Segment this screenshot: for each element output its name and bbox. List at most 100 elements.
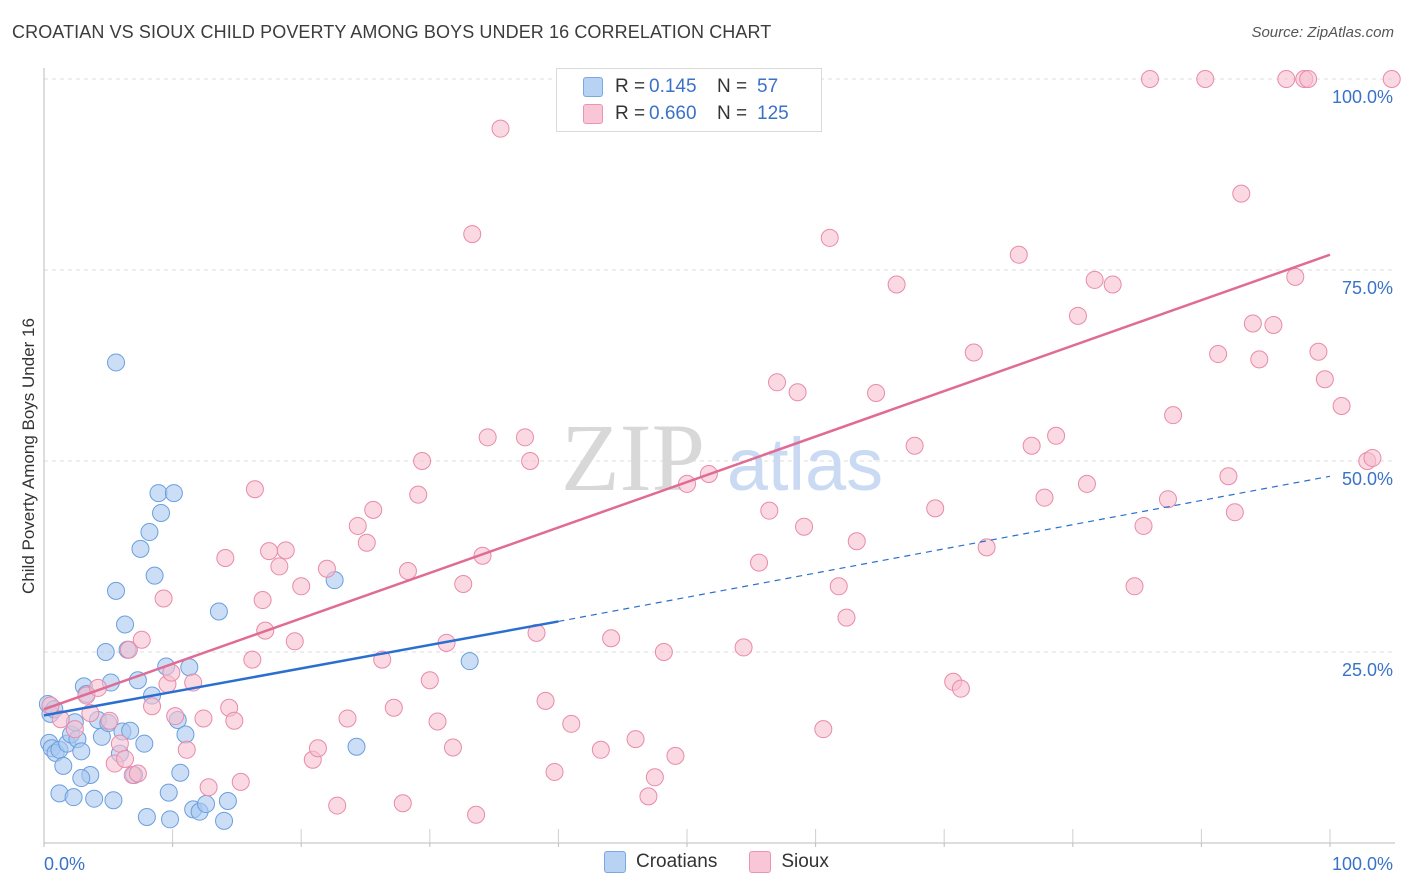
sioux-point: [521, 452, 540, 470]
sioux-point: [977, 538, 996, 557]
croatians-point: [116, 615, 135, 634]
sioux-point: [1277, 70, 1296, 88]
legend-croatians-label: Croatians: [636, 851, 718, 872]
legend-row-croatians: R = 0.145 N = 57: [583, 73, 797, 101]
sioux-point: [788, 383, 807, 402]
sioux-point: [166, 707, 185, 726]
sioux-point: [768, 373, 787, 392]
sioux-point: [645, 768, 664, 787]
croatians-point: [149, 484, 168, 503]
axes: [43, 68, 1395, 847]
croatians-point: [107, 353, 126, 372]
sioux-point: [132, 630, 151, 649]
croatians-point: [347, 737, 366, 756]
legend-sioux-label: Sioux: [781, 851, 829, 872]
sioux-point: [199, 778, 218, 797]
sioux-point: [1196, 70, 1215, 88]
croatians-point: [135, 734, 154, 753]
croatians-point: [197, 795, 216, 814]
sioux-point: [820, 228, 839, 247]
croatians-point: [218, 791, 237, 810]
sioux-point: [926, 499, 945, 518]
croatians-swatch: [604, 851, 626, 873]
sioux-point: [1047, 426, 1066, 445]
legend-n-value: 125: [757, 103, 789, 124]
croatians-point: [107, 581, 126, 600]
sioux-point: [357, 533, 376, 552]
sioux-point: [1125, 577, 1144, 596]
croatians-point: [164, 484, 183, 503]
sioux-point: [338, 709, 357, 728]
legend-row-sioux: R = 0.660 N = 125: [583, 100, 797, 128]
sioux-point: [951, 679, 970, 698]
sioux-point: [1363, 448, 1382, 467]
sioux-point: [1134, 516, 1153, 535]
series-legend: Croatians Sioux: [604, 851, 861, 873]
legend-item-sioux: Sioux: [749, 851, 829, 873]
sioux-point: [143, 697, 162, 716]
sioux-point: [100, 711, 119, 730]
sioux-point: [1332, 396, 1351, 415]
sioux-point: [1022, 436, 1041, 455]
sioux-point: [1225, 503, 1244, 522]
sioux-point: [1158, 490, 1177, 509]
sioux-swatch: [583, 104, 603, 124]
sioux-point: [515, 428, 534, 447]
sioux-point: [887, 275, 906, 294]
sioux-point: [463, 225, 482, 244]
sioux-point: [348, 516, 367, 535]
sioux-point: [276, 541, 295, 560]
sioux-point: [602, 629, 621, 648]
sioux-point: [847, 532, 866, 551]
sioux-point: [65, 720, 84, 739]
croatians-point: [209, 602, 228, 621]
sioux-point: [413, 452, 432, 470]
legend-r-label: R =: [615, 103, 646, 124]
croatians-point: [85, 789, 104, 808]
legend-n-label: N =: [717, 103, 748, 124]
sioux-point: [1085, 270, 1104, 289]
croatians-point: [140, 523, 159, 542]
sioux-point: [398, 562, 417, 581]
croatians-trend-extension: [558, 475, 1331, 623]
sioux-point: [1009, 245, 1028, 264]
sioux-point: [285, 632, 304, 651]
sioux-point: [409, 485, 428, 504]
y-tick-label: 75.0%: [1342, 278, 1393, 298]
sioux-point: [1209, 345, 1228, 364]
sioux-point: [639, 787, 658, 806]
x-tick-label-max: 100.0%: [1332, 854, 1393, 874]
sioux-point: [154, 589, 173, 608]
sioux-point: [420, 671, 439, 690]
sioux-point: [1077, 474, 1096, 493]
sioux-points: [41, 70, 1401, 824]
croatians-point: [121, 721, 140, 740]
croatians-point: [152, 503, 171, 522]
croatians-swatch: [583, 77, 603, 97]
croatians-point: [145, 566, 164, 585]
sioux-point: [110, 734, 129, 753]
croatians-point: [137, 808, 156, 827]
x-tick-label-min: 0.0%: [44, 854, 85, 874]
sioux-point: [194, 709, 213, 728]
source-label: Source: ZipAtlas.com: [1251, 24, 1394, 41]
sioux-point: [1243, 314, 1262, 333]
sioux-point: [428, 712, 447, 731]
sioux-point: [393, 794, 412, 813]
legend-item-croatians: Croatians: [604, 851, 717, 873]
chart-title: CROATIAN VS SIOUX CHILD POVERTY AMONG BO…: [12, 22, 772, 42]
sioux-point: [814, 720, 833, 739]
croatians-point: [161, 810, 180, 829]
sioux-point: [231, 772, 250, 791]
croatians-point: [171, 763, 190, 782]
sioux-point: [467, 805, 486, 824]
sioux-point: [1382, 70, 1401, 88]
sioux-point: [491, 119, 510, 138]
sioux-point: [654, 643, 673, 661]
croatians-point: [176, 725, 195, 744]
sioux-point: [837, 608, 856, 627]
sioux-point: [1299, 70, 1318, 88]
watermark: ZIP atlas: [561, 404, 883, 511]
sioux-point: [760, 501, 779, 520]
